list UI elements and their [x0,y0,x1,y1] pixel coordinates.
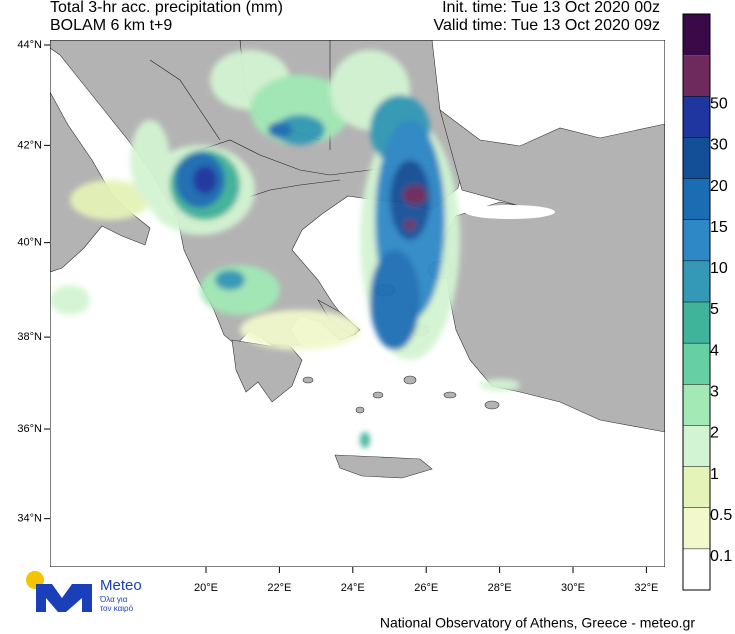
logo-slogan: Όλα για [99,595,128,604]
x-tick-label: 32°E [634,582,658,594]
x-tick-label: 24°E [341,582,365,594]
map [50,40,665,567]
precip-area [268,122,292,138]
title: Total 3-hr acc. precipitation (mm) [50,0,283,16]
precip-area [240,310,360,350]
colorbar-label: 15 [710,219,728,236]
colorbar-segment [683,384,710,426]
y-tick-label: 44°N [17,39,42,51]
axes: 20°E 22°E 24°E 26°E 28°E 30°E 32°E 44°N 42°N 40°N… [17,39,658,594]
y-tick-label: 38°N [17,331,42,343]
y-tick-label: 42°N [17,139,42,151]
precip-area [50,285,90,315]
precip-area [403,185,427,205]
colorbar-segment [683,507,710,549]
x-tick-label: 30°E [561,582,585,594]
colorbar: 0.1 0.5 1 2 3 4 5 10 15 20 30 50 [682,13,732,591]
colorbar-segment [683,425,710,467]
precipitation [50,50,520,448]
colorbar-segment [683,96,710,138]
logo-mark [36,584,92,612]
colorbar-segment [683,302,710,344]
precip-area [200,265,280,315]
y-tick-label: 40°N [17,237,42,249]
crete [334,454,433,479]
precip-area [404,220,416,230]
colorbar-label: 2 [710,425,719,442]
colorbar-segment [683,548,710,590]
colorbar-segment [683,260,710,302]
init-time: Init. time: Tue 13 Oct 2020 00z [442,0,660,16]
x-tick-label: 20°E [194,582,218,594]
model: BOLAM 6 km t+9 [50,17,172,34]
logo-name: Meteo [100,577,142,594]
colorbar-label: 0.1 [710,548,732,565]
colorbar-label: 50 [710,96,728,113]
precip-area [215,270,245,290]
colorbar-segment [683,178,710,220]
marmara-sea [465,205,555,219]
precip-area [275,115,325,145]
precip-area [480,379,520,391]
colorbar-label: 10 [710,260,728,277]
colorbar-segment [683,219,710,261]
colorbar-segment [683,55,710,97]
colorbar-label: 20 [710,178,728,195]
colorbar-label: 5 [710,301,719,318]
colorbar-segment [683,343,710,385]
colorbar-label: 0.5 [710,507,732,524]
footer: National Observatory of Athens, Greece -… [380,615,695,631]
colorbar-segment [683,137,710,179]
precip-area [130,120,170,200]
colorbar-label: 30 [710,137,728,154]
colorbar-segment [683,466,710,508]
x-tick-label: 28°E [488,582,512,594]
colorbar-segment [683,14,710,56]
y-tick-label: 34°N [17,513,42,525]
logo: Meteo Όλα για τον καιρό [26,571,142,613]
precip-area [193,166,217,194]
precip-area [70,180,150,220]
y-tick-label: 36°N [17,423,42,435]
precip-area [360,432,370,448]
logo-slogan: τον καιρό [100,604,134,613]
precip-area [370,250,420,350]
x-tick-label: 26°E [414,582,438,594]
valid-time: Valid time: Tue 13 Oct 2020 09z [434,17,661,34]
x-tick-label: 22°E [267,582,291,594]
colorbar-label: 3 [710,384,719,401]
colorbar-label: 4 [710,342,719,359]
colorbar-label: 1 [710,466,719,483]
